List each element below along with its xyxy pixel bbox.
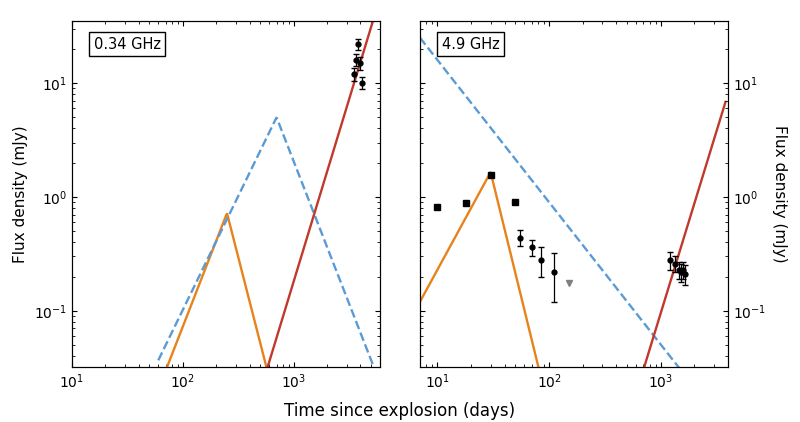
Y-axis label: Flux density (mJy): Flux density (mJy)	[14, 125, 28, 263]
Text: 0.34 GHz: 0.34 GHz	[94, 37, 161, 52]
Text: 4.9 GHz: 4.9 GHz	[442, 37, 499, 52]
Text: Time since explosion (days): Time since explosion (days)	[285, 402, 515, 420]
Y-axis label: Flux density (mJy): Flux density (mJy)	[772, 125, 787, 263]
